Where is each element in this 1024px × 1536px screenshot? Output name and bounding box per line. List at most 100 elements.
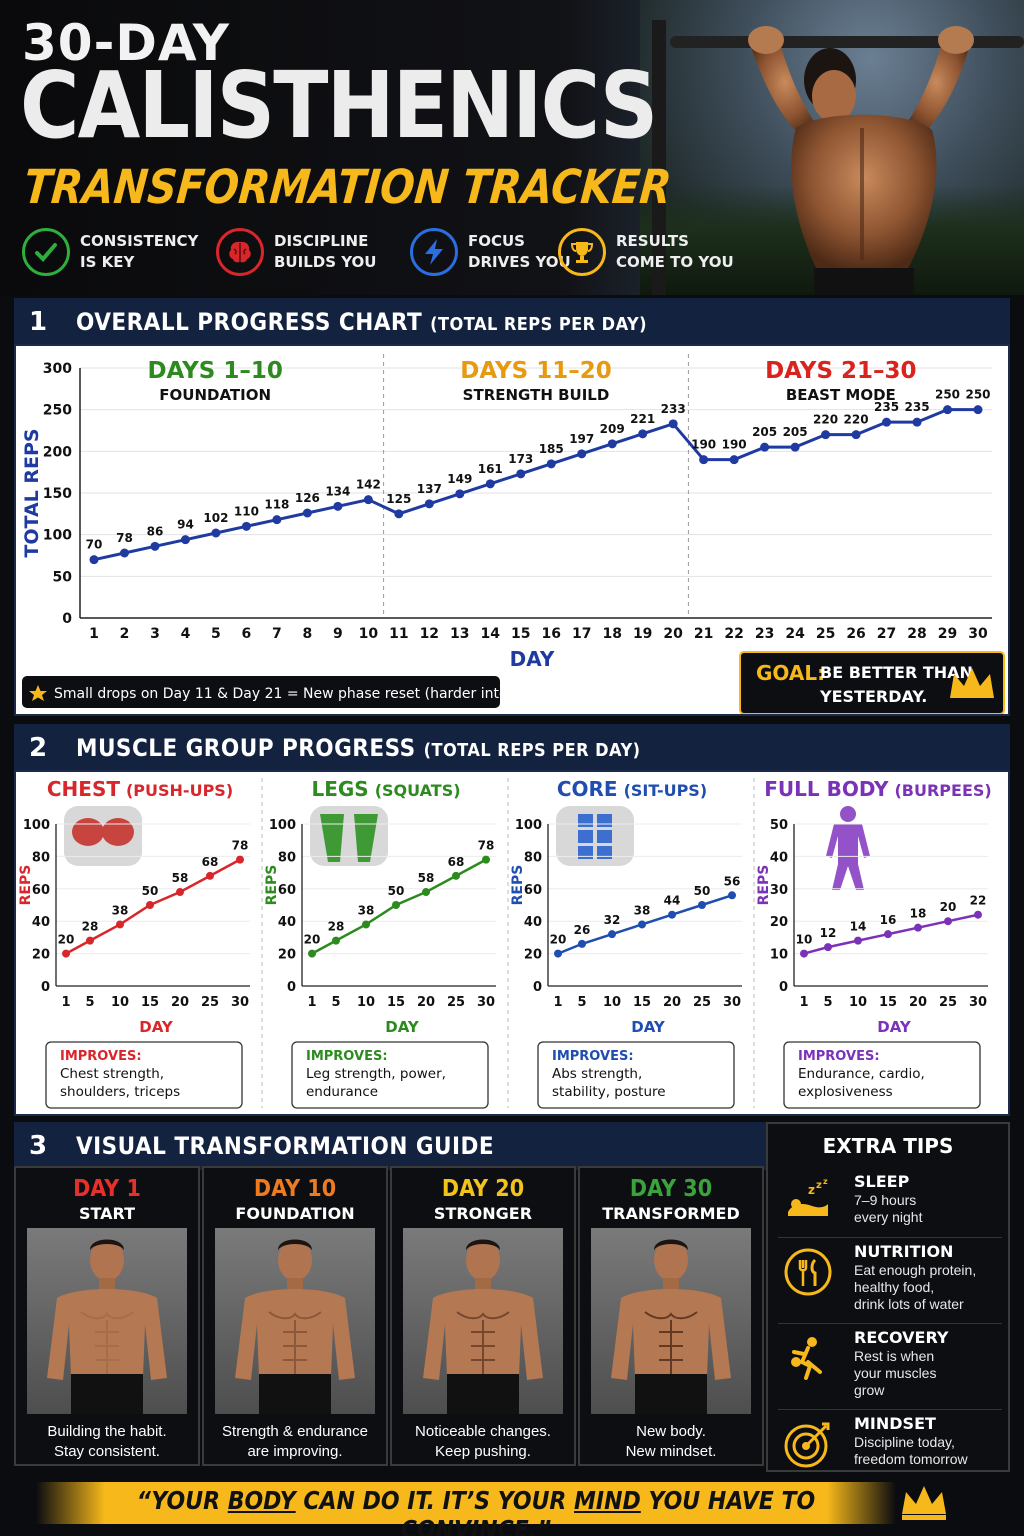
hero-photo bbox=[640, 0, 1024, 295]
data-point bbox=[578, 939, 586, 948]
data-point bbox=[302, 508, 312, 518]
data-label: 20 bbox=[550, 933, 567, 947]
chart-title: CORE (SIT-UPS) bbox=[557, 777, 707, 801]
section-title: VISUAL TRANSFORMATION GUIDE bbox=[76, 1132, 495, 1160]
data-point bbox=[821, 430, 831, 440]
data-point bbox=[516, 469, 526, 479]
data-label: 78 bbox=[478, 839, 495, 853]
tips-title: EXTRA TIPS bbox=[822, 1134, 954, 1158]
data-point bbox=[332, 936, 340, 945]
x-tick-label: 16 bbox=[541, 626, 560, 642]
section-2-panel: CHEST (PUSH-UPS) 0 20 40 60 80 100 20 1 28 5 38 10 50 1… bbox=[14, 770, 1010, 1116]
data-label: 58 bbox=[418, 871, 435, 885]
y-tick-label: 60 bbox=[278, 883, 296, 898]
day-card-4: DAY 30 TRANSFORMED New body. New mindset. bbox=[578, 1166, 764, 1466]
data-label: 58 bbox=[172, 871, 189, 885]
x-tick-label: 20 bbox=[171, 995, 189, 1010]
data-point bbox=[882, 417, 892, 427]
improves-label: IMPROVES: bbox=[306, 1049, 388, 1064]
data-label: 68 bbox=[448, 855, 465, 869]
data-label: 38 bbox=[358, 903, 375, 917]
x-tick-label: 3 bbox=[150, 626, 160, 642]
data-point bbox=[89, 555, 99, 565]
data-point bbox=[86, 936, 94, 945]
slogan-results: RESULTS COME TO YOU bbox=[558, 227, 734, 277]
x-tick-label: 5 bbox=[331, 995, 340, 1010]
data-label: 56 bbox=[724, 874, 741, 888]
data-label: 173 bbox=[508, 452, 533, 466]
data-point bbox=[884, 930, 892, 939]
y-tick-label: 60 bbox=[524, 883, 542, 898]
data-label: 38 bbox=[112, 903, 129, 917]
trophy-icon bbox=[558, 228, 606, 276]
x-tick-label: 1 bbox=[553, 995, 562, 1010]
data-point bbox=[974, 910, 982, 919]
phase-subtitle: STRENGTH BUILD bbox=[463, 386, 610, 404]
day-card-3: DAY 20 STRONGER Noticeable changes. Keep pu… bbox=[390, 1166, 576, 1466]
data-point bbox=[729, 455, 739, 465]
y-tick-label: 40 bbox=[524, 915, 542, 930]
data-label: 50 bbox=[694, 884, 711, 898]
data-label: 149 bbox=[447, 472, 472, 486]
data-label: 126 bbox=[295, 491, 320, 505]
data-point bbox=[272, 515, 282, 525]
x-tick-label: 10 bbox=[111, 995, 129, 1010]
fork-knife-icon bbox=[784, 1248, 832, 1296]
data-label: 68 bbox=[202, 855, 219, 869]
svg-text:z: z bbox=[823, 1177, 828, 1186]
data-label: 235 bbox=[874, 400, 899, 414]
y-tick-label: 250 bbox=[43, 403, 72, 419]
data-point bbox=[424, 499, 434, 509]
series-line bbox=[93, 408, 978, 562]
data-label: 12 bbox=[820, 926, 837, 940]
quote-banner bbox=[36, 1482, 896, 1524]
data-point bbox=[146, 901, 154, 909]
x-tick-label: 15 bbox=[387, 995, 405, 1010]
data-point bbox=[394, 509, 404, 519]
data-label: 86 bbox=[147, 524, 164, 538]
pullup-bar-post bbox=[652, 20, 666, 295]
phase-title: DAYS 1–10 bbox=[147, 358, 282, 384]
data-point bbox=[554, 949, 562, 958]
data-point bbox=[638, 429, 648, 439]
muscle-chart-4: FULL BODY (BURPEES) 0 10 20 30 40 50 10 1 12 5 14 10 1… bbox=[753, 777, 992, 1109]
y-tick-label: 60 bbox=[32, 883, 50, 898]
data-label: 70 bbox=[86, 538, 103, 552]
data-point bbox=[176, 888, 184, 897]
data-point bbox=[638, 920, 646, 929]
y-axis-label: TOTAL REPS bbox=[21, 428, 43, 557]
y-tick-label: 30 bbox=[770, 883, 788, 898]
brain-icon bbox=[216, 228, 264, 276]
data-point bbox=[362, 920, 370, 929]
star-icon bbox=[29, 685, 47, 701]
x-tick-label: 20 bbox=[663, 626, 683, 642]
y-tick-label: 20 bbox=[770, 915, 788, 930]
svg-text:z: z bbox=[816, 1180, 822, 1191]
day-caption: New body. New mindset. bbox=[625, 1423, 717, 1460]
data-label: 221 bbox=[630, 412, 655, 426]
data-point bbox=[668, 910, 676, 919]
overall-progress-chart: 0 50 100 150 200 250 300 DAYS 1–10 FOUNDATION DAY… bbox=[21, 354, 1005, 715]
data-label: 32 bbox=[604, 913, 621, 927]
athlete-illustration bbox=[748, 26, 974, 295]
section-title: OVERALL PROGRESS CHART (TOTAL REPS PER D… bbox=[76, 308, 648, 336]
data-label: 134 bbox=[325, 484, 350, 498]
tip-nutrition: NUTRITION Eat enough protein, healthy foo… bbox=[778, 1242, 1002, 1324]
x-tick-label: 30 bbox=[477, 995, 495, 1010]
goal-text: BE BETTER THAN bbox=[820, 663, 973, 682]
x-tick-label: 12 bbox=[420, 626, 439, 642]
x-tick-label: 24 bbox=[785, 626, 805, 642]
data-point bbox=[546, 459, 556, 469]
data-point bbox=[392, 901, 400, 909]
chart-title: LEGS (SQUATS) bbox=[311, 777, 460, 801]
x-tick-label: 5 bbox=[211, 626, 221, 642]
improves-text: Leg strength, power, bbox=[306, 1066, 446, 1082]
x-tick-label: 5 bbox=[85, 995, 94, 1010]
x-tick-label: 11 bbox=[389, 626, 408, 642]
x-tick-label: 1 bbox=[799, 995, 808, 1010]
x-tick-label: 30 bbox=[968, 626, 988, 642]
data-label: 78 bbox=[116, 531, 133, 545]
x-tick-label: 25 bbox=[816, 626, 835, 642]
y-tick-label: 0 bbox=[779, 980, 788, 995]
